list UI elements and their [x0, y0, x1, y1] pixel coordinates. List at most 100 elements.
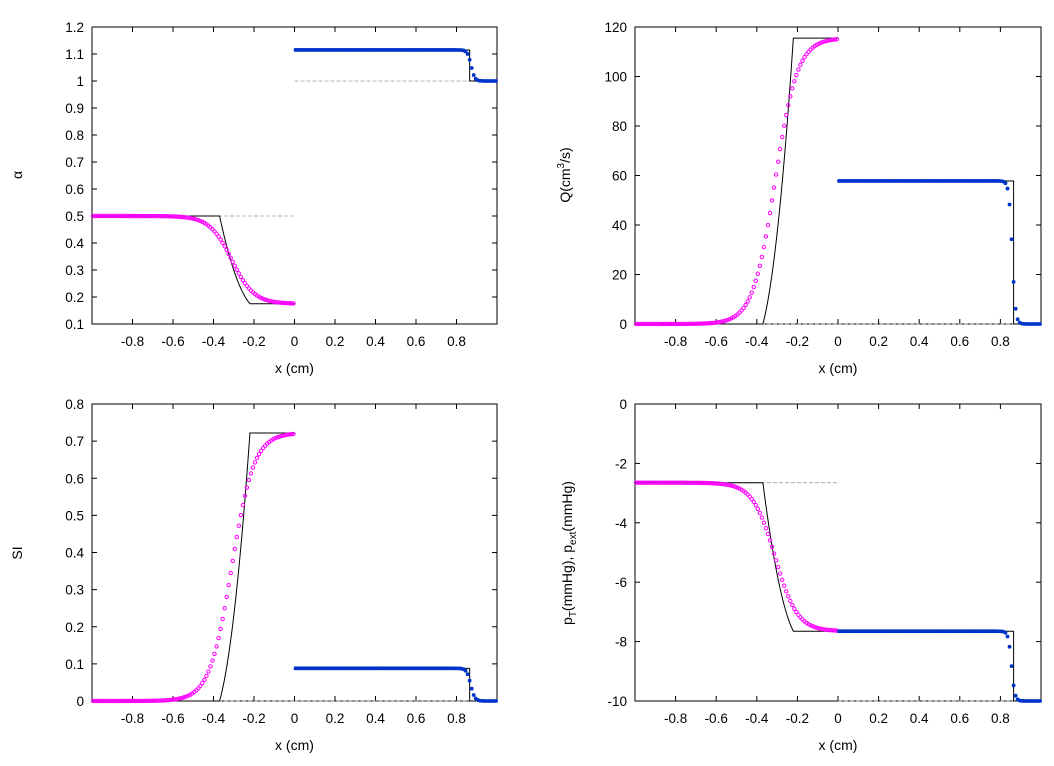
numerical-point-right [1005, 634, 1010, 639]
numerical-point-left [784, 112, 789, 118]
numerical-point-left [145, 698, 150, 704]
numerical-point-left [690, 321, 696, 327]
numerical-point-left [771, 185, 777, 190]
numerical-point-left [749, 496, 754, 502]
numerical-point-left [234, 267, 239, 272]
numerical-point-left [171, 214, 177, 219]
numerical-point-left [719, 481, 724, 487]
plot-frame [91, 403, 498, 702]
numerical-point-left [645, 321, 651, 327]
numerical-point-left [828, 628, 834, 633]
numerical-point-left [131, 213, 136, 219]
y-tick-label: 0.8 [65, 128, 84, 143]
x-tick-label: 0.8 [991, 334, 1010, 349]
numerical-point-left [92, 698, 98, 704]
x-tick-label: -0.6 [705, 711, 728, 726]
numerical-point-left [250, 465, 256, 470]
numerical-point-left [637, 321, 643, 327]
numerical-point-left [688, 480, 694, 485]
numerical-point-right [1011, 683, 1016, 688]
numerical-point-left [226, 251, 231, 257]
numerical-point-left [260, 296, 266, 302]
numerical-point-left [143, 698, 148, 704]
numerical-point-left [784, 589, 789, 594]
y-tick-label: 120 [604, 20, 627, 35]
x-tick-label: 0.2 [869, 334, 888, 349]
numerical-point-right [1003, 630, 1008, 635]
numerical-point-left [143, 213, 148, 219]
numerical-point-left [769, 544, 775, 550]
numerical-point-left [741, 305, 746, 311]
numerical-point-right [1038, 699, 1042, 703]
numerical-point-left [759, 254, 765, 260]
numerical-point-left [662, 480, 667, 485]
numerical-point-left [285, 300, 290, 306]
numerical-point-left [696, 321, 702, 326]
numerical-point-left [111, 698, 116, 704]
y-tick-label: 0.4 [65, 236, 84, 251]
numerical-point-left [246, 477, 252, 483]
numerical-point-left [696, 480, 702, 486]
y-tick-label: -2 [615, 456, 627, 471]
numerical-point-left [216, 635, 221, 641]
numerical-point-left [796, 67, 801, 72]
x-axis-title: x (cm) [819, 737, 858, 753]
panel-alpha: -0.8 -0.6 -0.4 -0.2 0 0.2 0.4 0.6 0.8 0.1 0.2 0.3 0.… [9, 20, 498, 376]
numerical-point-right [467, 678, 472, 683]
numerical-point-right [463, 49, 468, 54]
x-tick-label: 0.2 [326, 711, 345, 726]
numerical-point-left [727, 482, 732, 488]
y-tick-label: 0.7 [65, 155, 84, 170]
numerical-point-right [494, 699, 498, 703]
numerical-point-left [786, 594, 791, 599]
numerical-point-left [769, 198, 775, 203]
numerical-point-left [96, 698, 102, 704]
numerical-point-left [674, 480, 679, 485]
numerical-point-left [654, 480, 659, 485]
numerical-point-left [830, 37, 836, 42]
numerical-point-left [181, 695, 187, 700]
x-tick-label: -0.4 [745, 334, 769, 349]
numerical-point-left [721, 319, 726, 324]
numerical-point-left [133, 213, 138, 219]
numerical-point-left [717, 319, 722, 325]
numerical-point-left [733, 484, 738, 490]
exact-solution-left [92, 215, 295, 305]
numerical-point-right [1009, 664, 1014, 669]
x-tick-label: 0.2 [326, 334, 345, 349]
numerical-point-left [792, 606, 797, 611]
numerical-point-left [652, 321, 657, 327]
numerical-point-left [139, 698, 144, 704]
numerical-point-left [706, 480, 712, 486]
x-tick-label: 0.4 [910, 334, 929, 349]
y-tick-label: -4 [615, 516, 627, 531]
x-tick-label: -0.6 [161, 334, 184, 349]
numerical-point-left [256, 451, 262, 457]
y-axis-title: pT(mmHg), pext(mmHg) [559, 481, 579, 625]
y-tick-label: 0 [619, 317, 627, 332]
numerical-point-left [790, 602, 795, 608]
numerical-point-left [826, 38, 832, 43]
numerical-point-left [826, 627, 832, 633]
numerical-point-left [228, 255, 233, 261]
numerical-point-left [721, 481, 726, 487]
numerical-point-left [198, 683, 203, 689]
y-tick-label: 0.2 [65, 620, 84, 635]
numerical-point-left [635, 480, 641, 485]
numerical-point-right [1003, 181, 1008, 186]
x-tick-label: -0.6 [705, 334, 728, 349]
numerical-point-left [818, 626, 823, 631]
numerical-point-left [779, 134, 785, 140]
numerical-point-left [656, 480, 661, 485]
numerical-point-left [220, 616, 225, 622]
numerical-point-left [761, 244, 767, 250]
numerical-point-left [708, 320, 714, 326]
numerical-point-left [824, 38, 830, 44]
numerical-point-left [177, 214, 183, 220]
numerical-point-left [712, 481, 718, 486]
exact-solution-left [92, 432, 295, 702]
numerical-point-left [708, 480, 714, 486]
numerical-point-left [700, 321, 706, 326]
numerical-point-left [129, 213, 134, 219]
numerical-point-left [275, 300, 280, 305]
